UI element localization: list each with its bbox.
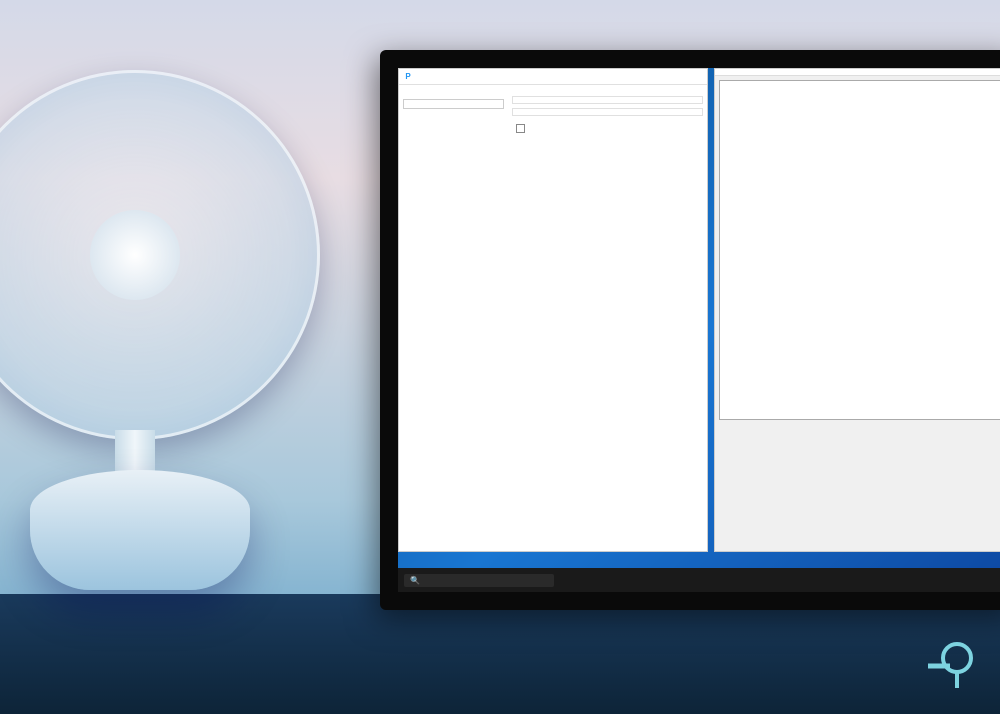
hw-interface-row bbox=[512, 120, 703, 137]
monitor: P bbox=[380, 50, 1000, 610]
scope-plot bbox=[719, 80, 1000, 420]
desk-surface bbox=[0, 594, 1000, 714]
windows-taskbar: 🔍 bbox=[398, 568, 1000, 592]
title-bar: P bbox=[399, 69, 707, 85]
control-panel bbox=[510, 91, 705, 139]
brand-logo bbox=[922, 630, 982, 700]
taskbar-search[interactable]: 🔍 bbox=[404, 574, 554, 587]
scope-title bbox=[715, 69, 1000, 76]
app-icon: P bbox=[403, 72, 413, 82]
search-icon: 🔍 bbox=[410, 576, 420, 585]
hw-interface-checkbox[interactable] bbox=[516, 124, 525, 133]
status-panel bbox=[401, 91, 506, 139]
status-bar bbox=[403, 540, 405, 549]
current-control-group bbox=[512, 108, 703, 116]
desk-fan bbox=[0, 40, 360, 640]
motion-scope-window bbox=[714, 68, 1000, 552]
motor-expert-window: P bbox=[398, 68, 708, 552]
commands-panel bbox=[403, 99, 504, 109]
speed-control-group bbox=[512, 96, 703, 104]
windows-desktop: P bbox=[398, 68, 1000, 592]
